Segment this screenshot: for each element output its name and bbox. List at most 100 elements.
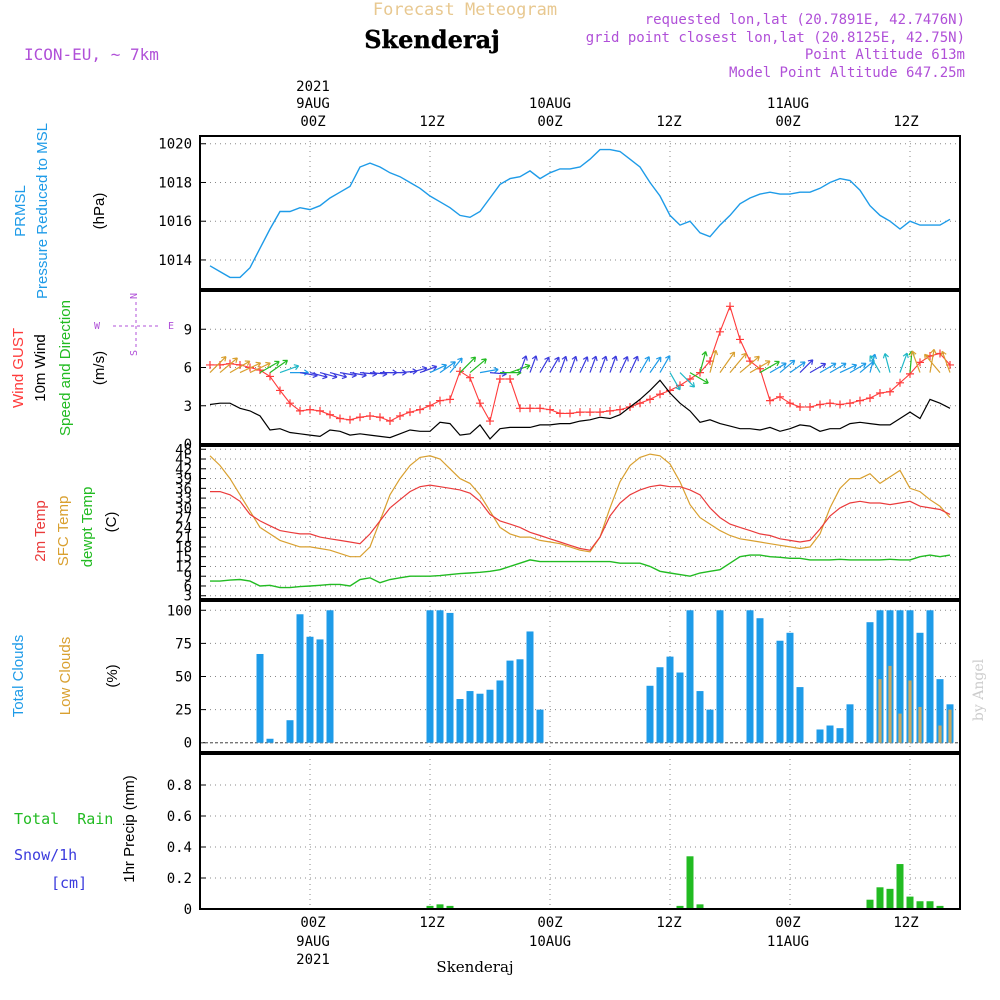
top-date-label: 9AUG xyxy=(296,96,330,112)
rain-bar xyxy=(866,899,874,909)
gust-marker xyxy=(686,374,694,383)
wind-direction-arrow xyxy=(419,364,438,374)
y-tick-label: 3 xyxy=(184,399,192,415)
low-cloud-bar xyxy=(878,679,882,743)
wind-direction-arrow xyxy=(924,353,941,373)
gust-marker xyxy=(356,413,364,422)
wind-direction-arrow xyxy=(239,361,262,374)
y-tick-label: 0.6 xyxy=(167,809,192,825)
bottom-date-label: 11AUG xyxy=(767,934,809,950)
rain-label: Total Rain xyxy=(14,810,113,828)
y-tick-label: 0 xyxy=(184,437,192,453)
top-hour-label: 00Z xyxy=(537,114,562,130)
total-cloud-bar xyxy=(896,610,904,743)
pressure-panel-labels: PRMSL Pressure Reduced to MSL (hPa) xyxy=(12,123,108,299)
wind-direction-arrow xyxy=(629,355,639,373)
gust-marker xyxy=(266,372,274,381)
wind-direction-arrow xyxy=(449,357,463,373)
gust-marker xyxy=(786,399,794,408)
total-cloud-bar xyxy=(836,728,844,743)
t2m-label: 2m Temp xyxy=(32,500,49,561)
rain-bar xyxy=(886,888,894,909)
gust-marker xyxy=(896,378,904,387)
low-cloud-bar xyxy=(918,706,922,743)
total-cloud-bar xyxy=(816,729,824,743)
y-tick-label: 0 xyxy=(184,736,192,752)
gust-marker xyxy=(276,386,284,395)
bottom-date-label: 10AUG xyxy=(529,934,571,950)
wind-direction-arrow xyxy=(259,360,280,374)
gust-marker xyxy=(726,302,734,311)
wind-direction-arrow xyxy=(509,363,531,374)
gust-marker xyxy=(486,417,494,426)
wind-direction-arrow xyxy=(669,372,681,391)
wind-direction-arrow xyxy=(719,351,736,373)
gust-marker xyxy=(656,390,664,399)
compass-icon: N S W E xyxy=(94,293,174,356)
low-cloud-bar xyxy=(908,680,912,743)
gust-marker xyxy=(446,395,454,404)
dewpt-label: dewpt Temp xyxy=(79,487,96,568)
total-cloud-bar xyxy=(476,693,484,743)
gust-marker xyxy=(466,373,474,382)
wind-direction-arrow xyxy=(709,349,719,373)
gust-marker xyxy=(516,404,524,413)
gust-marker xyxy=(396,411,404,420)
precip-panel-labels: Total Rain Snow/1h [cm] 1hr Precip (mm) xyxy=(14,775,138,892)
rain-bar xyxy=(426,905,434,909)
wind-label: 10m Wind xyxy=(32,334,49,402)
product-title: Forecast Meteogram xyxy=(373,0,557,20)
panel-frame-clouds xyxy=(199,600,961,753)
pressure-line xyxy=(209,148,951,279)
wind-direction-arrow xyxy=(849,362,867,374)
wind-direction-arrow xyxy=(829,362,847,374)
y-tick-label: 25 xyxy=(175,703,192,719)
y-tick-label: 1020 xyxy=(158,137,192,153)
gust-marker xyxy=(586,408,594,417)
total-cloud-bar xyxy=(686,610,694,743)
total-cloud-bar xyxy=(926,610,934,743)
gust-marker xyxy=(766,396,774,405)
gust-marker xyxy=(506,374,514,383)
rain-bar xyxy=(686,856,694,909)
rain-bar xyxy=(676,905,684,909)
gust-marker xyxy=(916,358,924,367)
gust-marker xyxy=(836,400,844,409)
bottom-hour-label: 00Z xyxy=(775,915,800,931)
wind-direction-arrow xyxy=(619,355,629,373)
bottom-year-label: 2021 xyxy=(296,952,330,968)
gust-marker xyxy=(556,409,564,418)
gust-marker xyxy=(616,405,624,414)
total-cloud-bar xyxy=(916,632,924,743)
gust-marker xyxy=(416,405,424,414)
temp-panel-labels: 2m Temp SFC Temp dewpt Temp (C) xyxy=(32,487,120,568)
wind-direction-arrow xyxy=(469,358,487,374)
bottom-hour-label: 12Z xyxy=(419,915,444,931)
total-cloud-bar xyxy=(426,610,434,743)
y-tick-label: 15 xyxy=(175,550,192,566)
footer-location: Skenderaj xyxy=(436,958,513,976)
tick-label-layer: 1014101610181020036936912151821242730333… xyxy=(158,137,192,918)
y-tick-label: 18 xyxy=(175,540,192,556)
y-tick-label: 0.4 xyxy=(167,840,192,856)
y-tick-label: 48 xyxy=(175,442,192,458)
total-cloud-bar xyxy=(746,610,754,743)
wind-direction-arrow xyxy=(819,362,837,374)
panel-frame-precip xyxy=(199,753,961,910)
gust-marker xyxy=(386,417,394,426)
wind-direction-arrow xyxy=(569,355,578,373)
snow-label: Snow/1h xyxy=(14,846,77,864)
frame-layer xyxy=(199,135,961,910)
bottom-hour-label: 12Z xyxy=(893,915,918,931)
gust-marker xyxy=(546,405,554,414)
wind-direction-arrow xyxy=(539,356,550,373)
gust-marker xyxy=(526,404,534,413)
wind-direction-arrow xyxy=(219,357,238,374)
top-date-label: 11AUG xyxy=(767,96,809,112)
gust-marker xyxy=(296,406,304,415)
total-cloud-bar xyxy=(466,691,474,743)
total-cloud-bar xyxy=(646,685,654,743)
gust-marker xyxy=(606,406,614,415)
wind-direction-arrow xyxy=(279,364,300,374)
rain-bar xyxy=(436,904,444,909)
